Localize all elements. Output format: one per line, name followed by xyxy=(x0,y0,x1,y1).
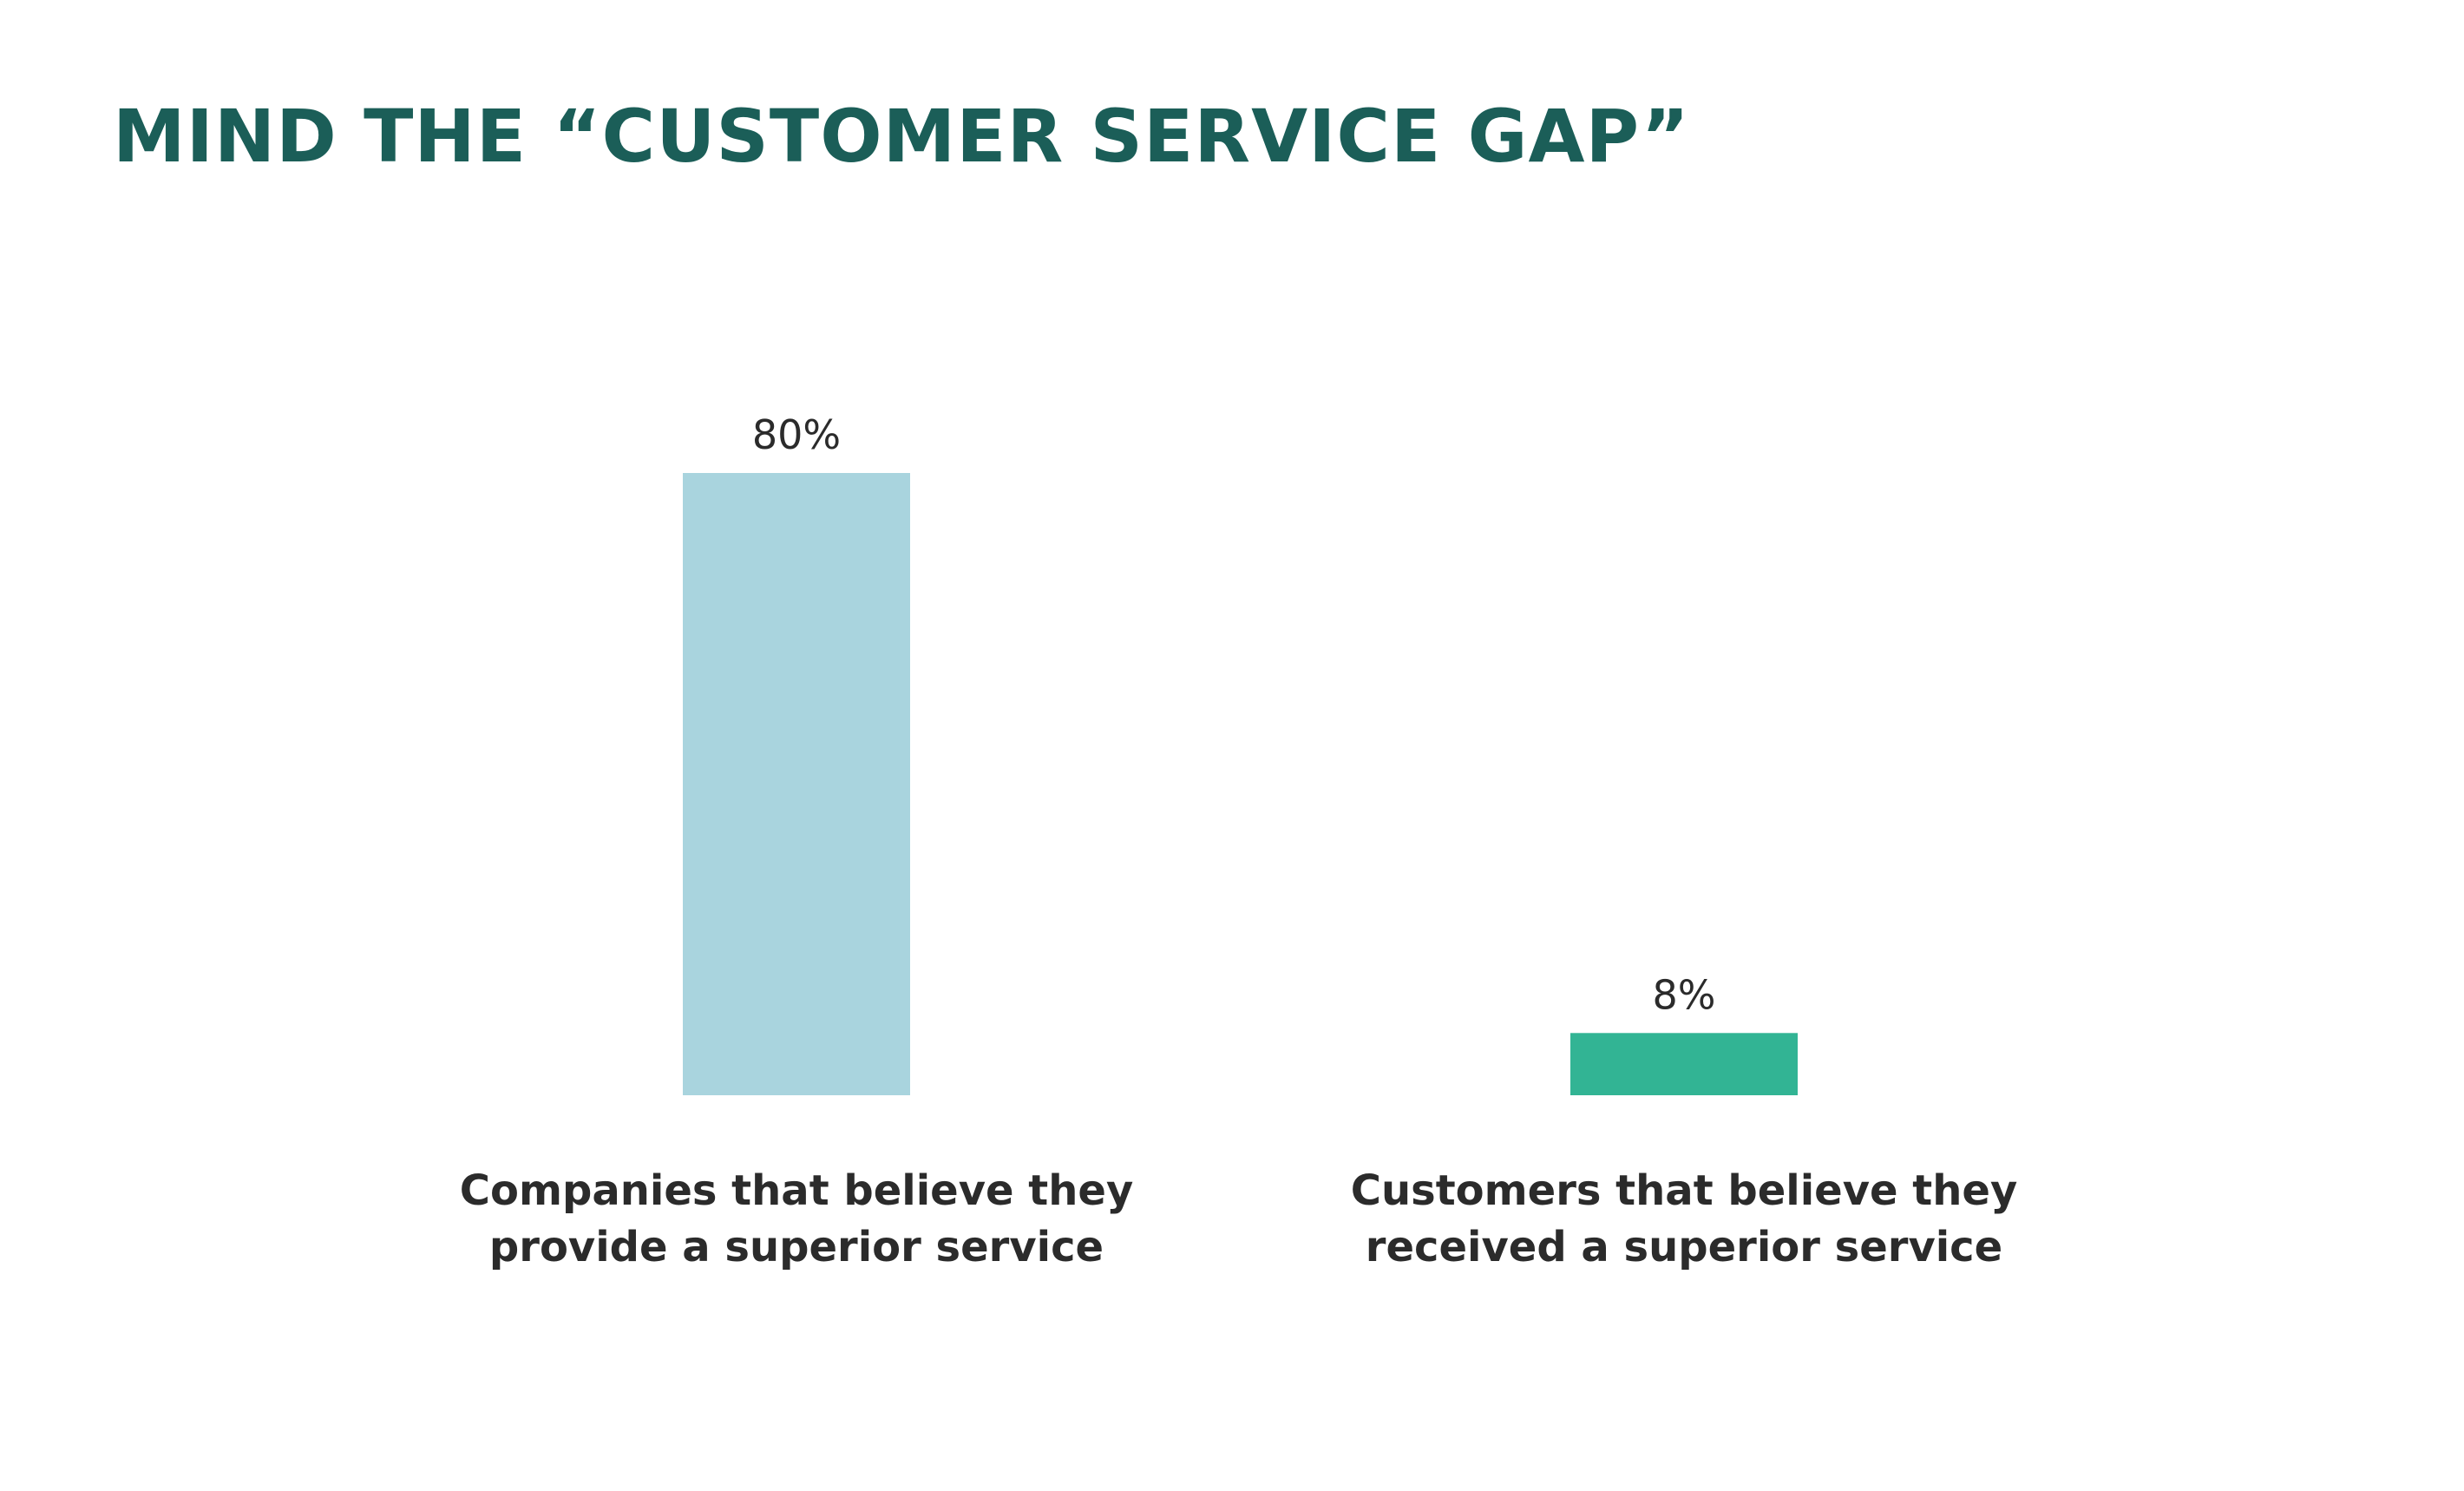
category-label-2-line-1: Customers that believe they xyxy=(1351,1166,2017,1215)
category-label-1-line-1: Companies that believe they xyxy=(460,1166,1133,1215)
bars-group xyxy=(683,473,1798,1095)
bar-1 xyxy=(683,473,910,1095)
value-label-1: 80% xyxy=(752,411,841,458)
category-label-2-line-2: received a superior service xyxy=(1366,1223,2002,1271)
bar-2 xyxy=(1570,1033,1798,1095)
labels-group: 80% Companies that believe they provide a … xyxy=(460,411,2017,1271)
page-title: MIND THE “CUSTOMER SERVICE GAP” xyxy=(113,94,1690,179)
value-label-2: 8% xyxy=(1653,971,1716,1018)
category-label-1-line-2: provide a superior service xyxy=(489,1223,1104,1271)
